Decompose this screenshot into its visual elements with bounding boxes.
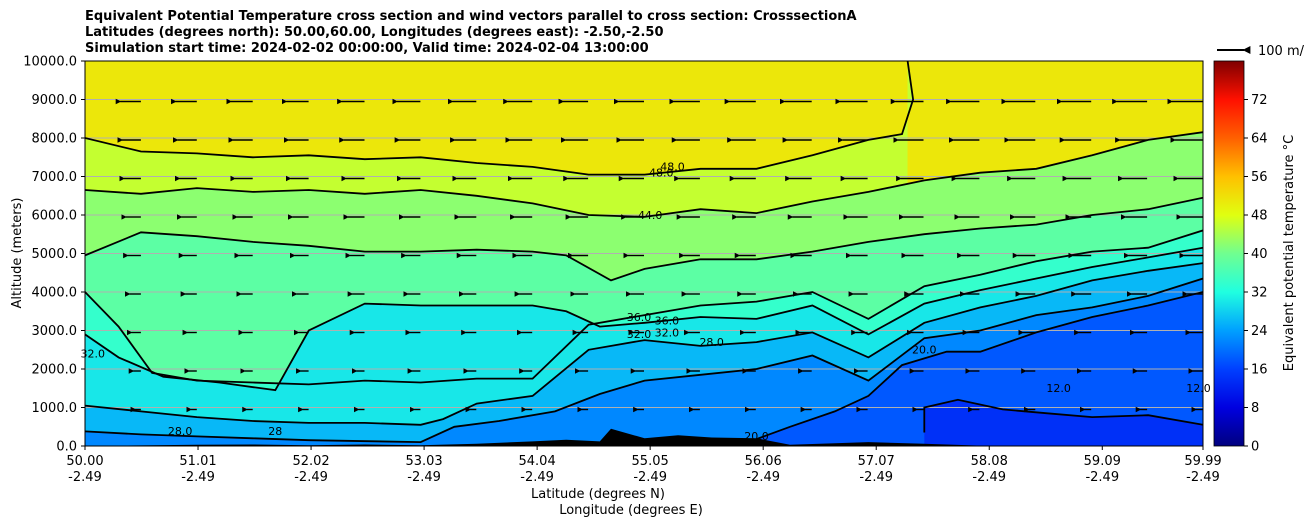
isotherm-40 — [85, 196, 1203, 282]
contour-label: 36.0 — [627, 311, 652, 324]
contour-label: 20.0 — [912, 344, 937, 357]
y-tick-label: 7000.0 — [32, 170, 78, 185]
colorbar-label: Equivalent potential temperature °C — [1282, 135, 1297, 371]
colorbar-tick-label: 64 — [1251, 132, 1268, 147]
x-tick-label-lat: 53.03 — [405, 454, 442, 469]
colorbar-tick-label: 16 — [1251, 363, 1268, 378]
x-tick-label-lon: -2.49 — [746, 470, 780, 485]
field-band-16 — [924, 399, 1203, 446]
isotherm-contours — [85, 61, 1203, 444]
isotherm-24 — [85, 277, 1203, 444]
x-tick-label-lon: -2.49 — [633, 470, 667, 485]
y-tick-label: 4000.0 — [32, 286, 78, 301]
x-tick-label-lat: 58.08 — [971, 454, 1008, 469]
colorbar-tick-label: 24 — [1251, 324, 1268, 339]
colorbar — [1213, 60, 1245, 447]
x-tick-label-lat: 56.06 — [745, 454, 782, 469]
y-axis-ticks: 0.0 1000.0 2000.0 3000.0 4000.0 5000.0 6000.0 7… — [23, 55, 85, 455]
isotherm-32 — [85, 246, 1203, 392]
y-axis-label: Altitude (meters) — [10, 198, 25, 309]
colorbar-tick-label: 72 — [1251, 93, 1268, 108]
contour-label: 12.0 — [1046, 382, 1071, 395]
contour-label: 48.0 — [649, 167, 674, 180]
x-tick-label-lat: 55.05 — [632, 454, 669, 469]
x-axis-label-latitude: Latitude (degrees N) — [531, 487, 665, 502]
terrain — [85, 428, 1203, 446]
y-tick-label: 0.0 — [56, 440, 77, 455]
x-tick-label-lon: -2.49 — [859, 470, 893, 485]
x-axis-ticks: 50.00-2.4951.01-2.4952.02-2.4953.03-2.49… — [66, 446, 1222, 485]
contour-label: 44.0 — [638, 209, 663, 222]
chart-title-line-1: Equivalent Potential Temperature cross s… — [85, 9, 857, 24]
contour-label: 28 — [268, 425, 282, 438]
x-axis-label-longitude: Longitude (degrees E) — [559, 503, 703, 518]
colorbar-tick-label: 0 — [1251, 440, 1259, 455]
x-tick-label-lon: -2.49 — [1085, 470, 1119, 485]
isotherm-20 — [756, 291, 1203, 440]
wind-vectors — [115, 98, 1203, 413]
y-tick-label: 8000.0 — [32, 132, 78, 147]
x-tick-label-lon: -2.49 — [520, 470, 554, 485]
chart-title-line-3: Simulation start time: 2024-02-02 00:00:… — [85, 41, 649, 56]
contour-label: 32.0 — [655, 326, 680, 339]
contour-label: 32.0 — [81, 347, 106, 360]
isotherm-28 — [85, 262, 1203, 426]
isotherm-48 — [85, 61, 915, 176]
colorbar-tick-label: 32 — [1251, 286, 1268, 301]
x-tick-label-lat: 57.07 — [858, 454, 895, 469]
colorbar-tick-label: 8 — [1251, 401, 1259, 416]
contour-label: 36.0 — [655, 315, 680, 328]
colorbar-tick-label: 40 — [1251, 247, 1268, 262]
colorbar-ticks: 0 8 16 24 32 40 48 56 64 72 — [1244, 93, 1268, 455]
isotherm-16 — [923, 398, 1203, 433]
plot-area — [85, 61, 1203, 446]
contour-label: 48.0 — [660, 161, 685, 174]
x-tick-label-lon: -2.49 — [294, 470, 328, 485]
colorbar-tick-label: 48 — [1251, 209, 1268, 224]
x-tick-label-lon: -2.49 — [407, 470, 441, 485]
contour-label: 28.0 — [168, 425, 193, 438]
x-tick-label-lat: 59.99 — [1184, 454, 1221, 469]
y-tick-label: 10000.0 — [23, 55, 77, 70]
chart-title-line-2: Latitudes (degrees north): 50.00,60.00, … — [85, 25, 664, 40]
isotherm-36 — [85, 229, 1203, 386]
x-tick-label-lon: -2.49 — [1186, 470, 1220, 485]
y-tick-label: 1000.0 — [32, 401, 78, 416]
x-tick-label-lon: -2.49 — [68, 470, 102, 485]
colorbar-tick-label: 56 — [1251, 170, 1268, 185]
contour-label: 12.0 — [1186, 382, 1211, 395]
y-tick-label: 5000.0 — [32, 247, 78, 262]
x-tick-label-lon: -2.49 — [972, 470, 1006, 485]
x-tick-label-lat: 59.09 — [1084, 454, 1121, 469]
contour-label: 32.0 — [627, 328, 652, 341]
x-tick-label-lat: 50.00 — [66, 454, 103, 469]
contour-labels: 48.048.044.036.0 36.032.0 32.028.020.032.0… — [81, 161, 1211, 444]
x-tick-label-lat: 51.01 — [179, 454, 216, 469]
y-tick-label: 6000.0 — [32, 209, 78, 224]
x-tick-label-lat: 52.02 — [292, 454, 329, 469]
contour-label: 28.0 — [699, 336, 724, 349]
y-tick-label: 3000.0 — [32, 324, 78, 339]
y-tick-label: 2000.0 — [32, 363, 78, 378]
quiver-key-label: 100 m/ — [1258, 44, 1305, 59]
x-tick-label-lat: 54.04 — [519, 454, 556, 469]
isotherm-44 — [85, 131, 1203, 218]
y-tick-label: 9000.0 — [32, 93, 78, 108]
x-tick-label-lon: -2.49 — [181, 470, 215, 485]
contour-label: 20.0 — [744, 430, 769, 443]
